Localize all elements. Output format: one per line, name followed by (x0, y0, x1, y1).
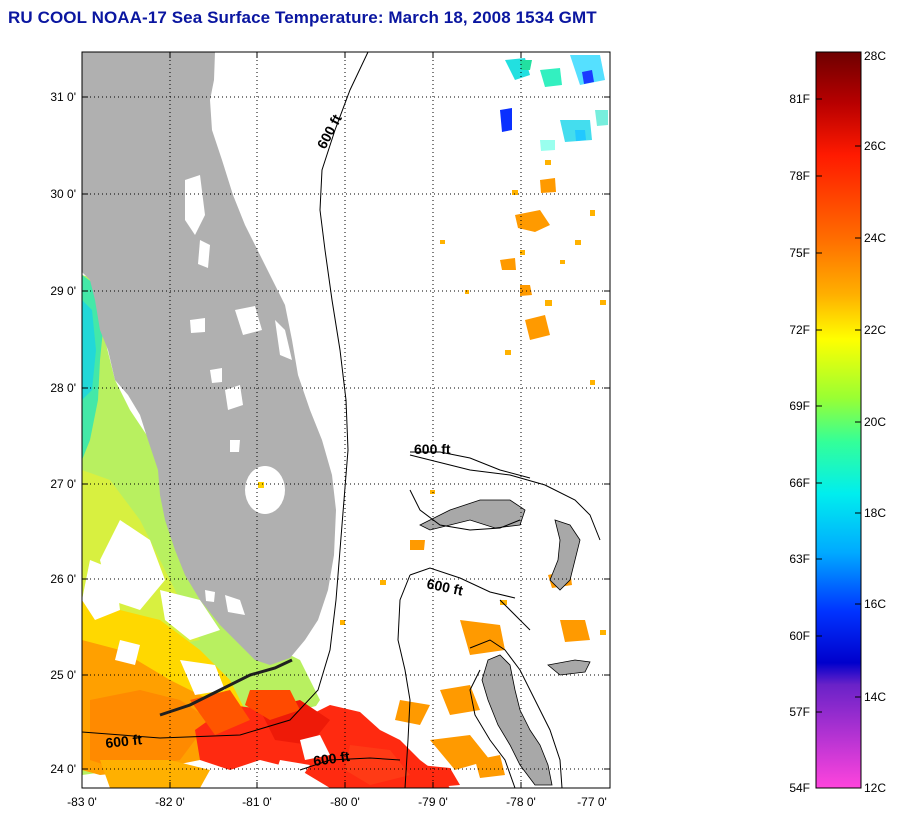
colorbar: 81F 78F 75F 72F 69F 66F 63F 60F 57F 54F … (789, 49, 886, 795)
lat-label: 31 0' (50, 90, 76, 104)
contour-label: 600 ft (414, 441, 451, 457)
colorbar-f-label: 81F (789, 92, 810, 106)
map-ticks (82, 52, 610, 788)
bahamas-bank-outlines (409, 454, 601, 788)
lat-label: 26 0' (50, 572, 76, 586)
colorbar-f-label: 78F (789, 169, 810, 183)
colorbar-c-label: 16C (864, 597, 886, 611)
sst-northeast-cold (500, 55, 608, 151)
lon-label: -79 0' (418, 795, 448, 809)
map-panel: 600 ft 600 ft 600 ft 600 ft 600 ft (82, 52, 610, 788)
colorbar-f-label: 54F (789, 781, 810, 795)
lat-label: 28 0' (50, 381, 76, 395)
lon-label: -81 0' (242, 795, 272, 809)
colorbar-c-label: 26C (864, 139, 886, 153)
lon-label: -78 0' (506, 795, 536, 809)
latitude-labels: 31 0' 30 0' 29 0' 28 0' 27 0' 26 0' 25 0… (50, 90, 76, 776)
abaco-island (549, 519, 581, 591)
lake-sst-patch (258, 482, 264, 488)
colorbar-c-label: 14C (864, 690, 886, 704)
colorbar-f-label: 69F (789, 399, 810, 413)
colorbar-f-label: 63F (789, 552, 810, 566)
lon-label: -80 0' (330, 795, 360, 809)
colorbar-c-label: 28C (864, 49, 886, 63)
lat-label: 25 0' (50, 668, 76, 682)
andros-island (481, 654, 553, 786)
colorbar-ticks (816, 98, 861, 713)
colorbar-c-label: 20C (864, 415, 886, 429)
colorbar-f-label: 60F (789, 629, 810, 643)
inland-water (185, 175, 292, 615)
colorbar-f-label: 57F (789, 705, 810, 719)
sst-south-warm (190, 690, 460, 788)
florida-keys (159, 658, 293, 717)
contour-label: 600 ft (312, 748, 351, 769)
colorbar-f-label: 75F (789, 246, 810, 260)
lat-label: 29 0' (50, 284, 76, 298)
isobath-600ft-contours (82, 52, 531, 788)
contour-label: 600 ft (425, 575, 464, 598)
lon-label: -82 0' (155, 795, 185, 809)
lat-label: 27 0' (50, 477, 76, 491)
colorbar-c-label: 18C (864, 506, 886, 520)
colorbar-c-label: 12C (864, 781, 886, 795)
colorbar-c-label: 24C (864, 231, 886, 245)
lon-label: -77 0' (577, 795, 607, 809)
longitude-labels: -83 0' -82 0' -81 0' -80 0' -79 0' -78 0… (67, 795, 607, 809)
colorbar-gradient (815, 51, 862, 789)
graticule (82, 52, 610, 788)
lat-label: 24 0' (50, 762, 76, 776)
colorbar-f-label: 72F (789, 323, 810, 337)
contour-label: 600 ft (105, 731, 143, 751)
colorbar-f-label: 66F (789, 476, 810, 490)
map-title: RU COOL NOAA-17 Sea Surface Temperature:… (8, 8, 597, 27)
grand-bahama-island (419, 499, 526, 531)
lon-label: -83 0' (67, 795, 97, 809)
colorbar-c-label: 22C (864, 323, 886, 337)
map-frame (81, 51, 611, 789)
eleuthera-island (547, 659, 591, 676)
lat-label: 30 0' (50, 187, 76, 201)
